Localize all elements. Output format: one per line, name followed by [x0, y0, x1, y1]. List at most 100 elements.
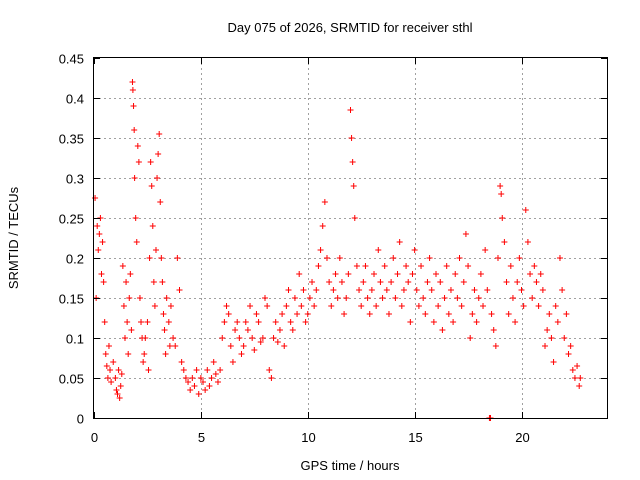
data-point: [176, 287, 183, 293]
data-point: [477, 271, 484, 277]
data-point: [480, 303, 487, 309]
data-point: [348, 135, 355, 141]
data-point: [552, 303, 559, 309]
data-point: [381, 263, 388, 269]
data-point: [107, 367, 114, 373]
data-point: [366, 311, 373, 317]
data-point: [351, 215, 358, 221]
data-point: [136, 295, 143, 301]
data-point: [115, 367, 122, 373]
data-point: [208, 375, 215, 381]
data-point: [544, 327, 551, 333]
x-tick-label: 0: [91, 430, 98, 445]
data-point: [317, 247, 324, 253]
data-point: [285, 287, 292, 293]
data-point: [96, 231, 103, 237]
data-point: [210, 359, 217, 365]
data-point: [571, 375, 578, 381]
y-tick-label: 0.45: [59, 52, 84, 67]
data-point: [330, 287, 337, 293]
data-point: [123, 279, 130, 285]
data-point: [225, 311, 232, 317]
data-point: [151, 303, 158, 309]
data-point: [428, 287, 435, 293]
y-tick-label: 0.2: [66, 252, 84, 267]
data-point: [332, 271, 339, 277]
data-point: [238, 351, 245, 357]
data-point: [563, 311, 570, 317]
data-point: [162, 351, 169, 357]
data-point: [124, 319, 131, 325]
data-point: [533, 279, 540, 285]
data-point: [469, 311, 476, 317]
data-point: [341, 311, 348, 317]
data-point: [554, 319, 561, 325]
y-tick-label: 0.05: [59, 372, 84, 387]
data-point: [223, 303, 230, 309]
data-point: [140, 359, 147, 365]
data-point: [167, 303, 174, 309]
data-point: [524, 239, 531, 245]
data-point: [138, 319, 145, 325]
data-point: [180, 367, 187, 373]
data-point: [182, 375, 189, 381]
data-point: [514, 279, 521, 285]
data-point: [132, 215, 139, 221]
data-point: [155, 151, 162, 157]
data-point: [144, 319, 151, 325]
data-point: [219, 335, 226, 341]
data-point: [371, 271, 378, 277]
chart-title: Day 075 of 2026, SRMTID for receiver sth…: [228, 20, 473, 35]
data-point: [185, 379, 192, 385]
data-point: [264, 303, 271, 309]
data-point: [505, 311, 512, 317]
data-point: [484, 287, 491, 293]
data-point: [546, 311, 553, 317]
data-point: [193, 367, 200, 373]
data-point: [411, 247, 418, 253]
data-point: [452, 271, 459, 277]
data-point: [134, 143, 141, 149]
x-tick-label: 5: [198, 430, 205, 445]
data-point: [99, 239, 106, 245]
data-point: [409, 271, 416, 277]
data-point: [98, 271, 105, 277]
data-point: [131, 175, 138, 181]
data-point: [323, 255, 330, 261]
data-point: [114, 391, 121, 397]
data-point: [509, 295, 516, 301]
data-point: [270, 335, 277, 341]
data-point: [492, 343, 499, 349]
data-point: [577, 375, 584, 381]
data-point: [159, 279, 166, 285]
data-point: [574, 363, 581, 369]
x-tick-label: 10: [301, 430, 315, 445]
data-point: [358, 303, 365, 309]
data-point: [518, 287, 525, 293]
data-point: [221, 319, 228, 325]
data-point: [191, 383, 198, 389]
data-point: [170, 335, 177, 341]
y-tick-label: 0.15: [59, 292, 84, 307]
data-point: [120, 303, 127, 309]
data-point: [326, 279, 333, 285]
data-point: [353, 263, 360, 269]
data-point: [362, 263, 369, 269]
data-point: [360, 279, 367, 285]
data-point: [154, 175, 161, 181]
data-point: [272, 319, 279, 325]
data-point: [424, 279, 431, 285]
data-point: [364, 295, 371, 301]
data-point: [202, 387, 209, 393]
data-point: [161, 327, 168, 333]
data-point: [450, 319, 457, 325]
data-point: [118, 371, 125, 377]
data-point: [229, 359, 236, 365]
data-point: [368, 287, 375, 293]
data-point: [141, 351, 148, 357]
data-point: [195, 391, 202, 397]
data-point: [251, 347, 258, 353]
data-point: [249, 335, 256, 341]
data-point: [494, 255, 501, 261]
